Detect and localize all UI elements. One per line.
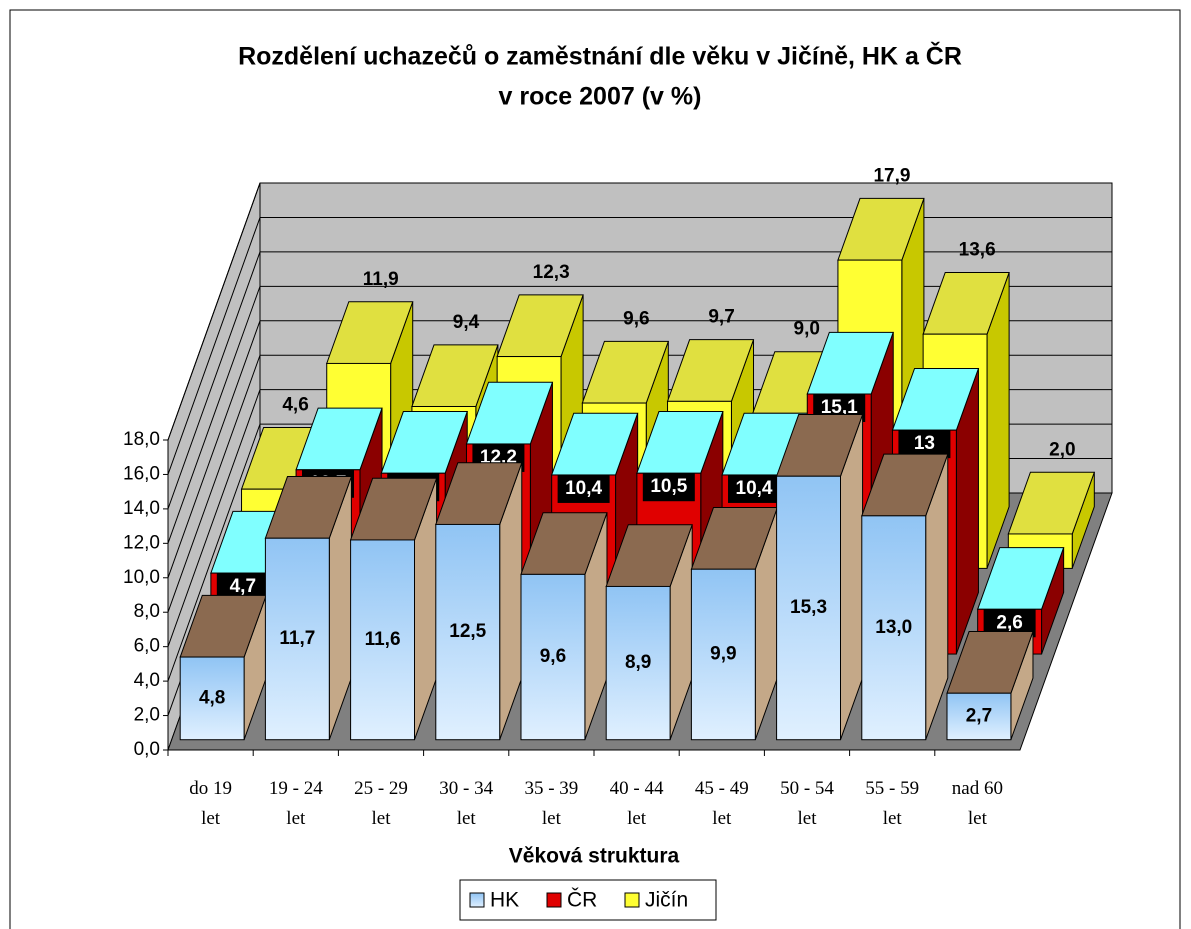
legend-swatch <box>546 892 562 908</box>
data-label: 11,7 <box>279 628 315 649</box>
x-tick-label: 50 - 54 let <box>780 778 834 829</box>
x-tick-line: let <box>457 808 477 829</box>
legend-swatch <box>624 892 640 908</box>
y-tick-label: 18,0 <box>123 429 160 450</box>
data-label: 13,6 <box>959 240 996 261</box>
bar <box>520 573 586 741</box>
grid-line <box>167 251 1112 510</box>
bar <box>946 692 1012 741</box>
data-label-box <box>898 430 951 459</box>
y-tick-label: 0,0 <box>134 739 160 760</box>
bar <box>179 656 245 741</box>
x-tick-line: let <box>627 808 647 829</box>
bar <box>776 475 841 741</box>
data-label-box <box>642 473 695 502</box>
x-tick-line: let <box>201 808 221 829</box>
legend-label: ČR <box>567 889 597 912</box>
y-tick-label: 2,0 <box>134 705 160 726</box>
x-tick-label: 19 - 24 let <box>269 778 323 829</box>
data-label: 13,0 <box>875 617 912 638</box>
x-tick-line: do 19 <box>189 778 232 799</box>
y-tick-label: 10,0 <box>123 567 160 588</box>
data-label-box <box>728 474 781 503</box>
legend-swatch <box>469 892 485 908</box>
data-label: 9,9 <box>710 643 736 664</box>
x-tick-line: let <box>372 808 392 829</box>
y-tick-label: 14,0 <box>123 498 160 519</box>
data-label: 4,8 <box>199 687 225 708</box>
data-label: 15,1 <box>821 397 858 418</box>
grid-line <box>167 182 1112 441</box>
y-tick-label: 6,0 <box>134 636 160 657</box>
x-tick-line: 30 - 34 <box>439 778 493 799</box>
bar <box>435 523 501 741</box>
chart-title: Rozdělení uchazečů o zaměstnání dle věku… <box>238 41 962 71</box>
x-tick-label: 55 - 59 let <box>865 778 919 829</box>
grid-line <box>167 216 1112 475</box>
y-tick-label: 16,0 <box>123 463 160 484</box>
x-tick-label: 40 - 44 let <box>610 778 664 829</box>
data-label: 15,3 <box>790 597 827 618</box>
bar <box>605 585 671 741</box>
data-label: 4,7 <box>230 576 256 597</box>
data-label: 9,6 <box>623 308 649 329</box>
x-tick-label: 30 - 34 let <box>439 778 493 829</box>
data-label: 11,9 <box>363 269 399 290</box>
x-tick-line: 35 - 39 <box>524 778 578 799</box>
data-label: 12,5 <box>449 621 486 642</box>
data-label: 10,5 <box>650 476 687 497</box>
data-label: 9,4 <box>453 312 480 333</box>
x-tick-label: do 19 let <box>189 778 232 829</box>
x-tick-label: 25 - 29 let <box>354 778 408 829</box>
grid-line <box>167 285 1112 544</box>
y-tick-label: 12,0 <box>123 532 160 553</box>
x-tick-label: nad 60 let <box>952 778 1003 829</box>
data-label: 8,9 <box>625 652 651 673</box>
x-tick-line: let <box>968 808 988 829</box>
legend <box>459 879 717 921</box>
data-label: 9,6 <box>540 646 566 667</box>
x-tick-line: let <box>798 808 818 829</box>
x-tick-line: 50 - 54 <box>780 778 834 799</box>
x-tick-line: let <box>883 808 903 829</box>
data-label: 9,7 <box>708 307 734 328</box>
bar <box>690 568 756 741</box>
x-tick-line: let <box>712 808 732 829</box>
x-tick-label: 45 - 49 let <box>695 778 749 829</box>
x-tick-line: 25 - 29 <box>354 778 408 799</box>
data-label: 13 <box>914 433 935 454</box>
data-label: 10,4 <box>565 478 602 499</box>
data-label: 4,6 <box>282 395 308 416</box>
data-label: 17,9 <box>873 165 910 186</box>
x-tick-line: 40 - 44 <box>610 778 664 799</box>
data-label: 2,6 <box>996 612 1022 633</box>
legend-label: Jičín <box>645 889 688 912</box>
data-label-box <box>557 474 610 503</box>
legend-label: HK <box>490 889 519 912</box>
y-tick-label: 8,0 <box>134 601 160 622</box>
bar <box>861 515 927 741</box>
x-tick-line: let <box>542 808 562 829</box>
data-label: 12,3 <box>533 262 570 283</box>
data-label: 10,4 <box>736 478 773 499</box>
data-label: 11,6 <box>365 629 401 650</box>
data-label: 9,0 <box>794 319 820 340</box>
data-label: 2,7 <box>966 705 992 726</box>
x-tick-label: 35 - 39 let <box>524 778 578 829</box>
x-tick-line: 45 - 49 <box>695 778 749 799</box>
x-tick-line: 55 - 59 <box>865 778 919 799</box>
x-tick-line: 19 - 24 <box>269 778 323 799</box>
x-tick-line: nad 60 <box>952 778 1003 799</box>
data-label: 2,0 <box>1049 439 1075 460</box>
x-tick-line: let <box>286 808 306 829</box>
chart-title: v roce 2007 (v %) <box>499 83 702 111</box>
bar <box>264 537 330 741</box>
bar <box>350 539 416 741</box>
x-axis-title: Věková struktura <box>509 845 680 868</box>
y-tick-label: 4,0 <box>134 670 160 691</box>
grid-line <box>167 320 1112 578</box>
